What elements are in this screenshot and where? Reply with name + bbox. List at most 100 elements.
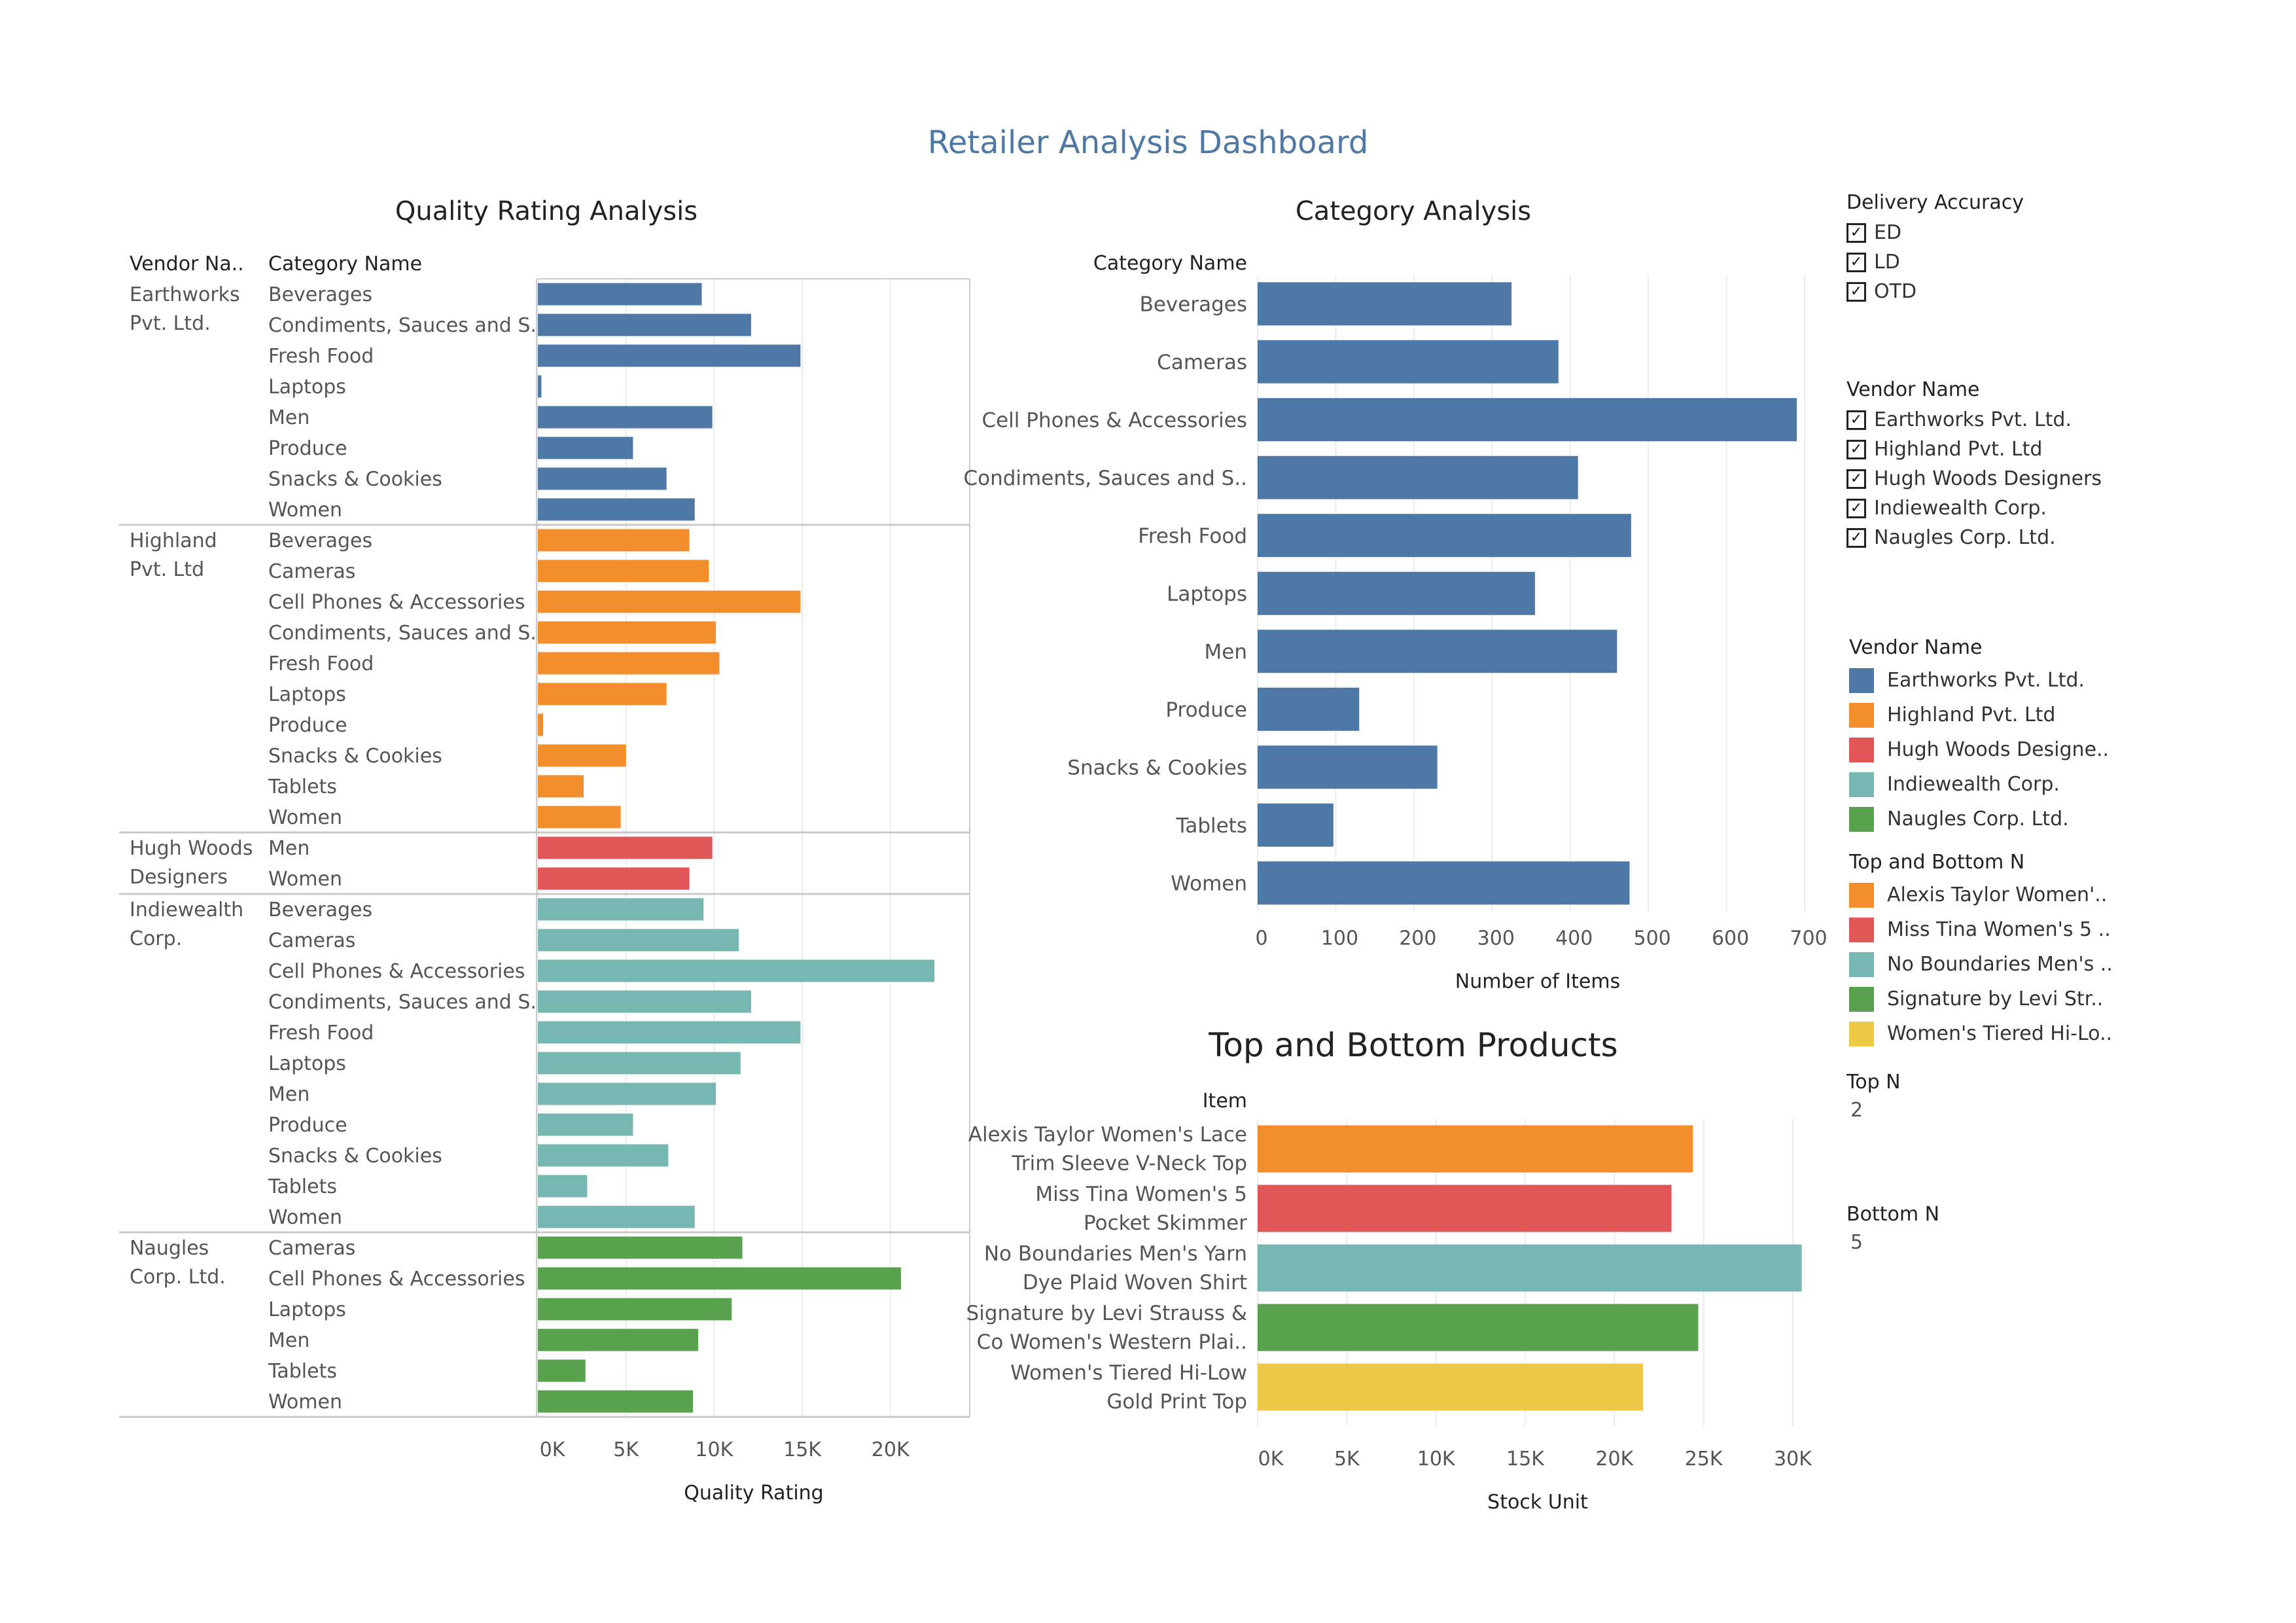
legend-swatch xyxy=(1849,986,1874,1012)
quality-category-label: Produce xyxy=(268,714,347,737)
legend-item[interactable]: Naugles Corp. Ltd. xyxy=(1849,802,2109,836)
quality-bar xyxy=(538,959,935,982)
checkbox-checked-icon[interactable]: ✓ xyxy=(1846,223,1866,243)
quality-category-label: Men xyxy=(268,406,309,429)
topbottom-tick-label: 0K xyxy=(1258,1448,1284,1471)
filter-option-earthworks[interactable]: ✓ Earthworks Pvt. Ltd. xyxy=(1846,405,2102,435)
quality-category-label: Laptops xyxy=(268,683,346,706)
checkbox-checked-icon[interactable]: ✓ xyxy=(1846,252,1866,272)
filter-option-indiewealth[interactable]: ✓ Indiewealth Corp. xyxy=(1846,493,2102,523)
checkbox-checked-icon[interactable]: ✓ xyxy=(1846,281,1866,302)
topbottom-item-label: Gold Print Top xyxy=(1106,1390,1247,1414)
quality-category-label: Cell Phones & Accessories xyxy=(268,591,525,614)
quality-vendor-label: Designers xyxy=(130,866,228,889)
legend-label: Indiewealth Corp. xyxy=(1887,773,2060,796)
quality-bar xyxy=(538,498,695,521)
legend-swatch xyxy=(1849,882,1874,908)
topbottom-legend-header: Top and Bottom N xyxy=(1849,851,2025,874)
quality-category-label: Tablets xyxy=(268,1360,337,1383)
quality-bar xyxy=(538,929,739,952)
quality-category-label: Women xyxy=(268,806,342,829)
category-bar xyxy=(1258,687,1360,731)
legend-item[interactable]: Earthworks Pvt. Ltd. xyxy=(1849,663,2109,698)
legend-swatch xyxy=(1849,1021,1874,1046)
quality-category-label: Women xyxy=(268,1206,342,1229)
filter-option-label: Hugh Woods Designers xyxy=(1874,467,2102,490)
quality-vendor-label: Pvt. Ltd. xyxy=(130,312,211,335)
filter-option-otd[interactable]: ✓ OTD xyxy=(1846,277,2024,306)
quality-tick-label: 20K xyxy=(872,1438,910,1461)
category-tick-label: 400 xyxy=(1555,927,1593,950)
quality-tick-label: 5K xyxy=(613,1438,639,1461)
category-label: Women xyxy=(1171,872,1247,895)
quality-row-header: Vendor Na.. xyxy=(130,253,244,276)
topbottom-item-label: Dye Plaid Woven Shirt xyxy=(1023,1271,1247,1294)
quality-tick-label: 0K xyxy=(540,1438,566,1461)
top-n-value[interactable]: 2 xyxy=(1850,1099,1863,1122)
quality-bar xyxy=(538,836,713,859)
bottom-n-value[interactable]: 5 xyxy=(1850,1231,1863,1254)
topbottom-tick-label: 25K xyxy=(1685,1448,1723,1471)
top-n-parameter[interactable]: Top N 2 xyxy=(1846,1071,1901,1122)
quality-row-header: Category Name xyxy=(268,253,422,276)
checkbox-checked-icon[interactable]: ✓ xyxy=(1846,527,1866,548)
legend-item[interactable]: Highland Pvt. Ltd xyxy=(1849,698,2109,732)
quality-bar xyxy=(538,1144,669,1167)
quality-category-label: Women xyxy=(268,868,342,891)
checkbox-checked-icon[interactable]: ✓ xyxy=(1846,498,1866,518)
legend-item[interactable]: Hugh Woods Designe.. xyxy=(1849,732,2109,767)
bottom-n-parameter[interactable]: Bottom N 5 xyxy=(1846,1203,1939,1254)
legend-label: Earthworks Pvt. Ltd. xyxy=(1887,669,2085,692)
quality-bar xyxy=(538,898,704,921)
quality-bar xyxy=(538,590,801,613)
legend-item[interactable]: Alexis Taylor Women'.. xyxy=(1849,878,2113,912)
topbottom-tick-label: 15K xyxy=(1506,1448,1545,1471)
filter-option-ld[interactable]: ✓ LD xyxy=(1846,247,2024,277)
topbottom-bar xyxy=(1258,1125,1693,1173)
vendor-filter-header: Vendor Name xyxy=(1846,378,1980,401)
checkbox-checked-icon[interactable]: ✓ xyxy=(1846,439,1866,459)
quality-category-label: Fresh Food xyxy=(268,652,374,675)
quality-category-label: Cameras xyxy=(268,1237,355,1260)
quality-vendor-label: Earthworks xyxy=(130,283,240,306)
quality-category-label: Men xyxy=(268,837,309,860)
category-label: Cell Phones & Accessories xyxy=(981,408,1247,432)
legend-item[interactable]: No Boundaries Men's .. xyxy=(1849,947,2113,982)
quality-category-label: Tablets xyxy=(268,776,337,798)
topbottom-item-label: Women's Tiered Hi-Low xyxy=(1010,1361,1247,1385)
checkbox-checked-icon[interactable]: ✓ xyxy=(1846,469,1866,489)
filter-option-naugles[interactable]: ✓ Naugles Corp. Ltd. xyxy=(1846,523,2102,552)
filter-option-hugh-woods[interactable]: ✓ Hugh Woods Designers xyxy=(1846,464,2102,493)
quality-category-label: Condiments, Sauces and S.. xyxy=(268,314,543,337)
category-label: Condiments, Sauces and S.. xyxy=(964,467,1248,490)
topbottom-tick-label: 10K xyxy=(1417,1448,1456,1471)
quality-bar xyxy=(538,406,713,429)
quality-bar xyxy=(538,652,720,675)
category-label: Snacks & Cookies xyxy=(1067,756,1247,779)
legend-swatch xyxy=(1849,737,1874,762)
quality-category-label: Laptops xyxy=(268,1052,346,1075)
quality-category-label: Women xyxy=(268,1391,342,1414)
quality-category-label: Condiments, Sauces and S.. xyxy=(268,991,543,1014)
filter-option-label: Highland Pvt. Ltd xyxy=(1874,438,2043,461)
category-tick-label: 600 xyxy=(1712,927,1749,950)
topbottom-tick-label: 5K xyxy=(1334,1448,1360,1471)
quality-vendor-label: Naugles xyxy=(130,1237,209,1260)
legend-item[interactable]: Miss Tina Women's 5 .. xyxy=(1849,912,2113,947)
legend-item[interactable]: Indiewealth Corp. xyxy=(1849,767,2109,802)
quality-x-axis-label: Quality Rating xyxy=(684,1482,823,1505)
checkbox-checked-icon[interactable]: ✓ xyxy=(1846,410,1866,430)
filter-option-highland[interactable]: ✓ Highland Pvt. Ltd xyxy=(1846,435,2102,464)
category-bar xyxy=(1258,630,1617,673)
legend-item[interactable]: Signature by Levi Str.. xyxy=(1849,982,2113,1016)
filter-option-ed[interactable]: ✓ ED xyxy=(1846,218,2024,247)
topbottom-item-label: Co Women's Western Plai.. xyxy=(977,1330,1247,1354)
legend-item[interactable]: Women's Tiered Hi-Lo.. xyxy=(1849,1016,2113,1051)
quality-category-label: Snacks & Cookies xyxy=(268,745,442,768)
topbottom-row-header: Item xyxy=(1203,1090,1247,1113)
category-label: Fresh Food xyxy=(1138,524,1247,548)
category-bar xyxy=(1258,745,1438,789)
legend-label: Hugh Woods Designe.. xyxy=(1887,738,2110,761)
quality-bar xyxy=(538,744,626,767)
